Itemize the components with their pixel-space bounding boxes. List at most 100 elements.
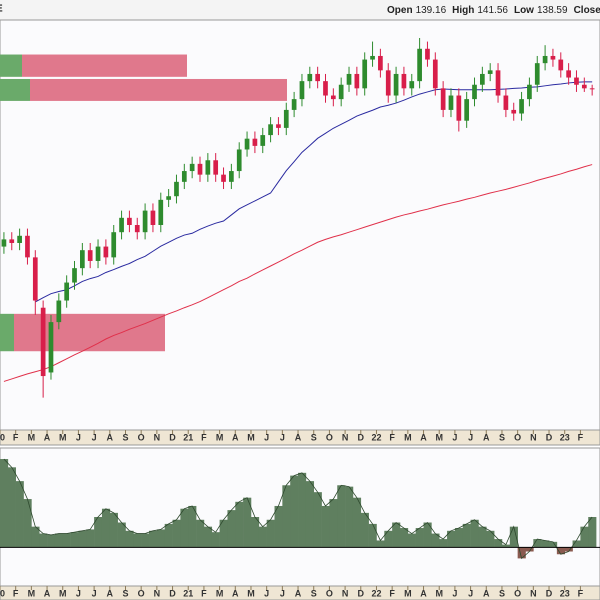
oscillator-area — [188, 505, 197, 548]
x-tick-label: 20 — [0, 588, 5, 598]
oscillator-area — [78, 530, 87, 548]
candle-body — [25, 235, 30, 258]
x-tick-label: A — [420, 432, 427, 442]
oscillator-area — [274, 505, 283, 548]
oscillator-area — [70, 532, 79, 548]
x-tick-label: F — [13, 588, 19, 598]
x-tick-label: A — [483, 432, 490, 442]
oscillator-area — [572, 540, 581, 548]
candle-body — [346, 73, 352, 85]
x-tick-label: N — [154, 432, 161, 442]
candle-body — [315, 73, 320, 82]
oscillator-area — [290, 475, 299, 548]
candle-body — [252, 138, 258, 146]
oscillator-area — [556, 547, 566, 555]
oscillator-area — [541, 540, 550, 548]
candle-body — [378, 55, 383, 71]
x-tick-label: A — [107, 432, 114, 442]
oscillator-area — [235, 501, 244, 548]
x-axis-strip — [0, 585, 600, 600]
x-tick-label: J — [468, 432, 473, 442]
candle-body — [527, 84, 532, 100]
oscillator-area — [486, 530, 495, 548]
x-tick-label: A — [44, 432, 51, 442]
candle-body — [166, 196, 171, 200]
candle-body — [574, 77, 579, 85]
x-tick-label: M — [435, 432, 443, 442]
oscillator-area — [407, 533, 416, 548]
candle-body — [307, 73, 313, 82]
x-tick-label: S — [122, 432, 128, 442]
candle-body — [174, 181, 179, 197]
candle-body — [127, 217, 132, 225]
x-tick-label: M — [28, 432, 36, 442]
oscillator-area — [352, 497, 362, 548]
candle-body — [236, 149, 242, 172]
candle-body — [276, 124, 281, 128]
oscillator-area — [423, 522, 432, 548]
volume-up — [0, 54, 22, 77]
x-tick-label: F — [389, 432, 395, 442]
candle-body — [260, 135, 266, 146]
x-tick-label: M — [59, 588, 67, 598]
oscillator-area — [109, 512, 118, 548]
x-tick-label: N — [342, 432, 349, 442]
oscillator-area — [533, 539, 542, 548]
oscillator-area — [415, 528, 424, 548]
candle-body — [589, 88, 595, 90]
x-tick-label: M — [28, 588, 36, 598]
x-tick-label: 23 — [560, 588, 570, 598]
volume-up — [0, 313, 14, 352]
candle-body — [291, 99, 297, 110]
volume-down — [14, 313, 165, 352]
candle-body — [503, 95, 509, 110]
candle-body — [80, 250, 85, 269]
oscillator-area — [15, 481, 24, 548]
x-tick-label: F — [13, 432, 19, 442]
x-tick-label: 21 — [183, 432, 193, 442]
header-label: Close — [574, 5, 600, 16]
candle-body — [464, 99, 470, 121]
candle-body — [338, 84, 344, 100]
header-label: High — [452, 5, 474, 16]
candle-body — [268, 124, 273, 136]
candle-body — [362, 59, 368, 89]
volume-up — [0, 78, 30, 101]
oscillator-area — [258, 526, 267, 548]
candle-body — [330, 95, 336, 100]
x-tick-label: J — [280, 432, 285, 442]
oscillator-area — [305, 481, 315, 548]
candle-body — [111, 232, 117, 258]
oscillator-area — [7, 467, 16, 548]
candle-body — [72, 268, 77, 283]
x-tick-label: M — [247, 588, 255, 598]
candle-body — [487, 70, 493, 74]
x-tick-label: N — [342, 588, 349, 598]
oscillator-area — [243, 497, 252, 548]
oscillator-area — [54, 533, 64, 548]
x-tick-label: S — [499, 588, 505, 598]
oscillator-area — [384, 530, 393, 548]
x-tick-label: S — [311, 432, 317, 442]
oscillator-area — [400, 528, 409, 548]
candle-body — [221, 174, 226, 182]
x-tick-label: J — [452, 432, 457, 442]
candle-body — [142, 210, 148, 233]
candle-body — [283, 109, 289, 128]
candle-body — [566, 70, 571, 78]
oscillator-area — [86, 529, 95, 548]
candle-body — [87, 250, 93, 261]
candle-body — [456, 95, 462, 121]
x-tick-label: O — [138, 432, 145, 442]
x-tick-label: J — [92, 432, 97, 442]
x-tick-label: D — [546, 432, 553, 442]
volume-down — [30, 78, 287, 101]
x-tick-label: M — [59, 432, 67, 442]
x-tick-label: D — [169, 432, 176, 442]
oscillator-area — [478, 526, 487, 548]
oscillator-area — [172, 519, 181, 548]
x-tick-label: F — [201, 588, 207, 598]
oscillator-area — [454, 528, 464, 548]
candle-body — [299, 81, 305, 100]
oscillator-area — [31, 526, 40, 548]
